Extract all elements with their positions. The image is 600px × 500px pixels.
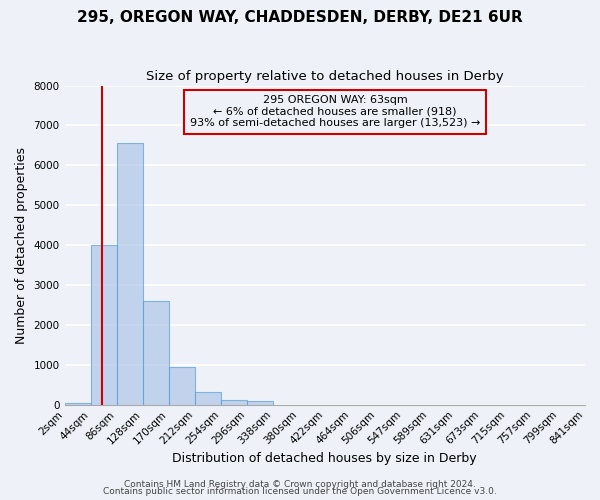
Bar bbox=[143, 301, 169, 405]
X-axis label: Distribution of detached houses by size in Derby: Distribution of detached houses by size … bbox=[172, 452, 477, 465]
Bar bbox=[91, 245, 116, 404]
Text: Contains public sector information licensed under the Open Government Licence v3: Contains public sector information licen… bbox=[103, 487, 497, 496]
Text: Contains HM Land Registry data © Crown copyright and database right 2024.: Contains HM Land Registry data © Crown c… bbox=[124, 480, 476, 489]
Bar bbox=[195, 392, 221, 404]
Bar bbox=[169, 367, 195, 405]
Bar bbox=[247, 401, 273, 404]
Bar bbox=[65, 402, 91, 404]
Text: 295, OREGON WAY, CHADDESDEN, DERBY, DE21 6UR: 295, OREGON WAY, CHADDESDEN, DERBY, DE21… bbox=[77, 10, 523, 25]
Text: 295 OREGON WAY: 63sqm
← 6% of detached houses are smaller (918)
93% of semi-deta: 295 OREGON WAY: 63sqm ← 6% of detached h… bbox=[190, 95, 481, 128]
Title: Size of property relative to detached houses in Derby: Size of property relative to detached ho… bbox=[146, 70, 503, 83]
Y-axis label: Number of detached properties: Number of detached properties bbox=[15, 146, 28, 344]
Bar bbox=[221, 400, 247, 404]
Bar bbox=[116, 144, 143, 404]
